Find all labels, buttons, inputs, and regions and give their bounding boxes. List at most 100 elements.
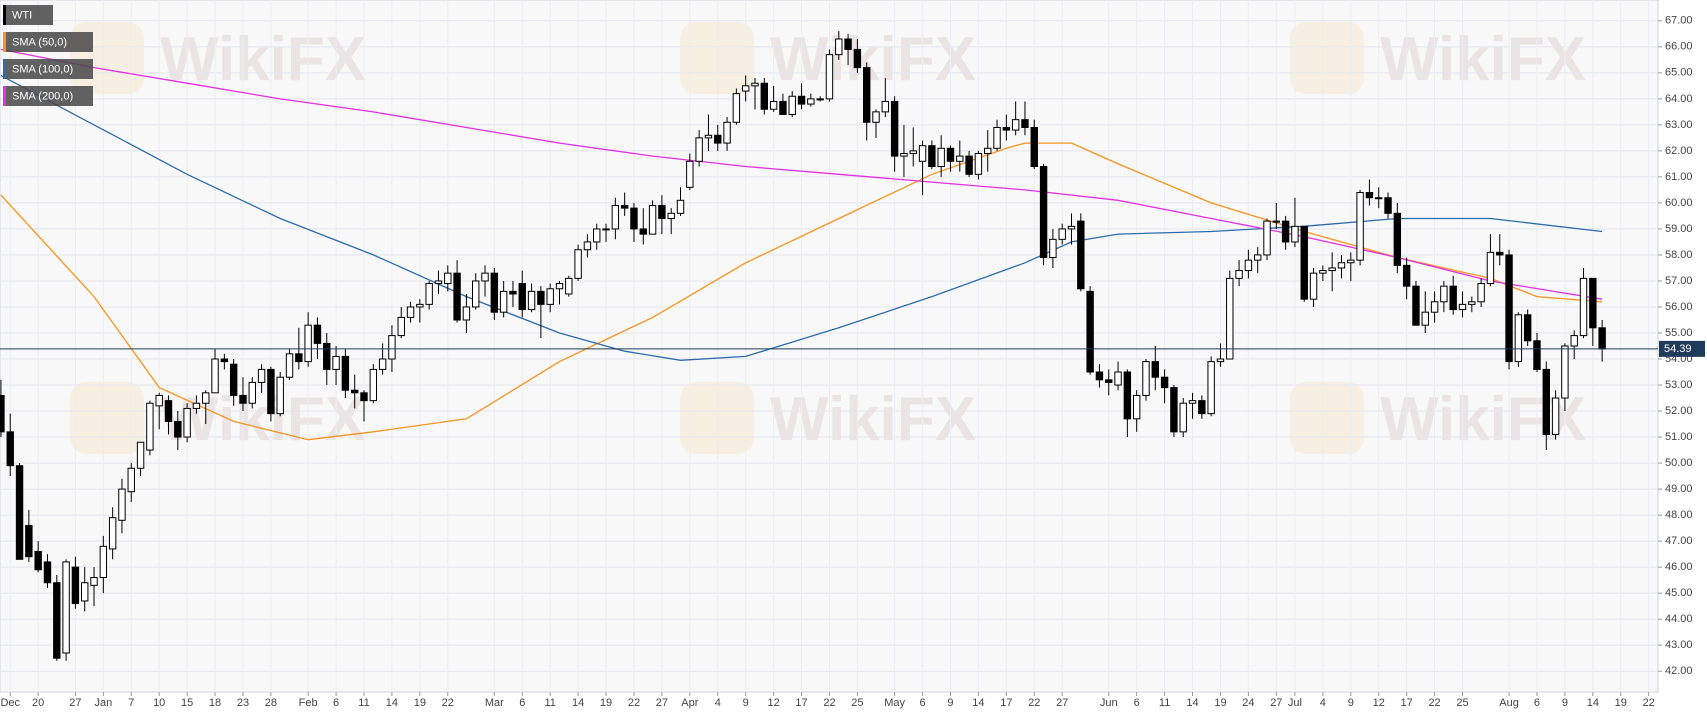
candle-body [1179, 402, 1187, 433]
x-tick-label: 19 [1214, 697, 1226, 709]
legend-label: SMA (50,0) [12, 36, 67, 48]
watermark: WikiFX [770, 25, 976, 94]
candle-body [1132, 394, 1141, 420]
y-tick-label: 62.00 [1665, 145, 1693, 157]
candle-body [1049, 238, 1057, 259]
x-tick-label: 12 [767, 697, 779, 709]
x-tick-label: 17 [1401, 697, 1413, 709]
candle-body [1058, 228, 1066, 240]
candle-body [332, 355, 340, 370]
candle-body [1347, 259, 1355, 264]
candle-body [1030, 126, 1038, 167]
x-tick-label: 22 [823, 697, 835, 709]
x-tick-label: 22 [628, 697, 640, 709]
candle-body [509, 290, 517, 295]
candle-body [993, 126, 1001, 149]
candle-body [630, 207, 638, 230]
candle-body [1458, 303, 1467, 311]
x-tick-label: 11 [544, 697, 555, 709]
candle-body [406, 306, 415, 318]
x-tick-label: Aug [1499, 697, 1519, 709]
candle-body [816, 98, 824, 101]
x-tick-label: 27 [1056, 697, 1068, 709]
candle-body [537, 290, 545, 305]
y-tick-label: 60.00 [1665, 197, 1693, 209]
candle-body [723, 121, 731, 144]
x-tick-label: 6 [1534, 697, 1540, 709]
legend: WTI SMA (50,0) SMA (100,0) SMA (200,0) [3, 5, 93, 106]
watermark: WikiFX [770, 385, 976, 454]
candle-body [43, 561, 52, 584]
x-tick-label: 6 [1134, 697, 1140, 709]
x-tick-label: 10 [153, 697, 165, 709]
candle-body [1170, 387, 1178, 433]
x-tick-label: Jul [1288, 697, 1302, 709]
x-tick-label: 14 [386, 697, 398, 709]
candle-body [779, 100, 787, 115]
candle-body [1309, 272, 1318, 300]
candle-body [1226, 277, 1234, 360]
candle-body [1375, 197, 1383, 200]
x-tick-label: 22 [1428, 697, 1440, 709]
y-tick-label: 53.00 [1665, 379, 1693, 391]
candle-body [648, 205, 657, 235]
candle-body [881, 100, 890, 113]
candle-body [108, 517, 117, 550]
candle-body [323, 342, 331, 370]
watermark-logo [680, 382, 754, 454]
candle-body [164, 400, 173, 422]
candle-body [1123, 371, 1132, 420]
candle-body [239, 394, 247, 404]
candle-body [248, 381, 256, 404]
watermark: WikiFX [160, 25, 366, 94]
candle-body [583, 241, 592, 251]
y-tick-label: 43.00 [1665, 639, 1693, 651]
y-tick-label: 51.00 [1665, 431, 1693, 443]
candle-body [732, 93, 741, 123]
y-tick-label: 59.00 [1665, 223, 1693, 235]
candle-body [62, 561, 70, 654]
legend-swatch [3, 59, 6, 79]
candle-body [388, 335, 396, 360]
y-tick-label: 46.00 [1665, 561, 1693, 573]
x-tick-label: 27 [69, 697, 81, 709]
legend-box [3, 32, 93, 52]
x-tick-label: 4 [715, 697, 721, 709]
x-tick-label: Mar [485, 697, 504, 709]
x-tick-label: 14 [1186, 697, 1198, 709]
candle-body [99, 545, 108, 579]
candle-body [1542, 368, 1550, 435]
candles [0, 31, 1606, 661]
candle-body [341, 355, 350, 391]
candle-body [1067, 225, 1076, 230]
candle-body [146, 402, 154, 451]
sma-line [0, 142, 1603, 441]
candle-body [1440, 285, 1448, 303]
y-tick-label: 65.00 [1665, 67, 1693, 79]
legend-swatch [3, 32, 6, 52]
candle-body [481, 272, 489, 282]
candle-body [1421, 311, 1429, 326]
candle-body [444, 272, 452, 285]
candle-body [1496, 251, 1504, 256]
candle-body [555, 283, 564, 290]
candle-body [1533, 340, 1541, 370]
x-tick-label: 22 [442, 697, 454, 709]
candle-body [25, 525, 33, 558]
candle-body [192, 402, 201, 409]
x-tick-label: 20 [32, 697, 44, 709]
candle-body [518, 283, 526, 311]
y-tick-label: 52.00 [1665, 405, 1693, 417]
candle-body [81, 582, 89, 602]
candle-body [6, 431, 14, 467]
candle-body [1356, 192, 1364, 261]
candle-body [1300, 225, 1308, 300]
candle-body [872, 111, 880, 123]
x-tick-label: Apr [681, 697, 698, 709]
candle-body [350, 389, 359, 394]
x-tick-label: 25 [1456, 697, 1468, 709]
candle-body [909, 150, 917, 154]
candle-body [1328, 267, 1336, 272]
candle-body [658, 205, 666, 220]
axes: 42.00 43.00 44.00 45.00 46.00 47.00 48.00 49.00… [0, 15, 1705, 709]
